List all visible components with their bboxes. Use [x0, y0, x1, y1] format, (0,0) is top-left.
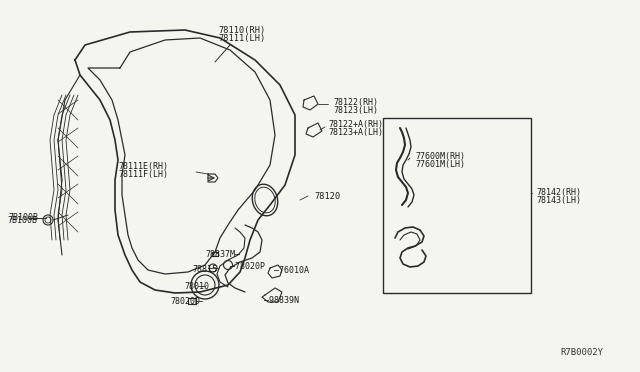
Text: 78142(RH): 78142(RH) [536, 188, 581, 197]
Text: 78120: 78120 [314, 192, 340, 201]
Text: 78111(LH): 78111(LH) [218, 34, 265, 43]
Bar [383, 118, 531, 293]
Text: 77600M(RH): 77600M(RH) [415, 152, 465, 161]
Text: —76010A: —76010A [274, 266, 309, 275]
Text: 78010: 78010 [184, 282, 209, 291]
Text: —98839N: —98839N [264, 296, 299, 305]
Text: 78123(LH): 78123(LH) [333, 106, 378, 115]
Text: 78143(LH): 78143(LH) [536, 196, 581, 205]
Text: —78020P: —78020P [230, 262, 265, 271]
Text: 77601M(LH): 77601M(LH) [415, 160, 465, 169]
Text: 78122+A(RH): 78122+A(RH) [328, 120, 383, 129]
Text: 78111F(LH): 78111F(LH) [118, 170, 168, 179]
Text: 78123+A(LH): 78123+A(LH) [328, 128, 383, 137]
Text: 78110(RH): 78110(RH) [218, 26, 265, 35]
Text: 78111E(RH): 78111E(RH) [118, 162, 168, 171]
Text: 78122(RH): 78122(RH) [333, 98, 378, 107]
Text: 7B100B: 7B100B [8, 213, 38, 222]
Text: 7B100B: 7B100B [7, 216, 37, 225]
Text: 78837M—: 78837M— [205, 250, 240, 259]
Text: R7B0002Y: R7B0002Y [560, 348, 603, 357]
Text: 78020D: 78020D [170, 297, 200, 306]
Text: 78815: 78815 [192, 265, 217, 274]
